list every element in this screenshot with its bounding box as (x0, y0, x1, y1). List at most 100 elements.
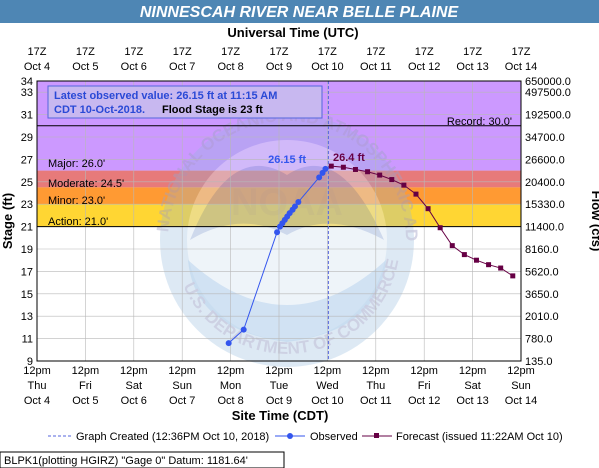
y-tick-label: 13 (21, 311, 33, 323)
top-tick-hour: 17Z (124, 46, 143, 58)
observed-peak-label: 26.15 ft (268, 154, 306, 166)
moderate-label: Moderate: 24.5' (48, 178, 124, 190)
observed-point (322, 165, 329, 172)
y-tick-label: 9 (27, 356, 33, 368)
top-tick-hour: 17Z (318, 46, 337, 58)
y-tick-label: 21 (21, 222, 33, 234)
legend-forecast-label: Forecast (issued 11:22AM Oct 10) (396, 431, 563, 443)
footer-box (0, 451, 285, 468)
bottom-tick-day: Thu (366, 380, 385, 392)
info-line-2a: CDT 10-Oct-2018. (54, 104, 145, 116)
legend: Graph Created (12:36PM Oct 10, 2018) Obs… (48, 431, 563, 443)
observed-point (316, 174, 323, 181)
site-axis-title: Site Time (CDT) (232, 408, 329, 423)
forecast-point (425, 206, 431, 212)
y2-tick-label: 15330.0 (525, 199, 565, 211)
bottom-tick-date: Oct 8 (217, 395, 243, 407)
legend-created-label: Graph Created (12:36PM Oct 10, 2018) (76, 431, 269, 443)
bottom-tick-day: Mon (220, 380, 241, 392)
bottom-tick-day: Fri (79, 380, 92, 392)
y2-tick-label: 8160.0 (525, 244, 559, 256)
forecast-point (449, 243, 455, 249)
top-tick-hour: 17Z (76, 46, 95, 58)
noaa-logo-outer (160, 113, 414, 367)
flood-stage-labels: Record: 30.0' Major: 26.0' Moderate: 24.… (48, 116, 512, 228)
top-tick-hour: 17Z (463, 46, 482, 58)
y-tick-label: 31 (21, 110, 33, 122)
noaa-logo-inner (187, 140, 387, 340)
top-tick-date: Oct 7 (169, 61, 195, 73)
bottom-tick-time: 12pm (217, 365, 245, 377)
bottom-tick-day: Wed (316, 380, 338, 392)
y-left-axis-title: Stage (ft) (0, 193, 15, 249)
y2-tick-label: 5620.0 (525, 266, 559, 278)
forecast-point (401, 182, 407, 188)
noaa-logo-bird (190, 165, 384, 240)
bottom-tick-date: Oct 9 (266, 395, 292, 407)
legend-forecast-marker (374, 433, 379, 438)
bottom-tick-date: Oct 13 (456, 395, 488, 407)
y2-tick-label: 11400.0 (525, 222, 564, 234)
bottom-tick-day: Sat (464, 380, 481, 392)
y-tick-label: 33 (21, 87, 33, 99)
bottom-tick-day: Sun (172, 380, 192, 392)
forecast-point (365, 169, 371, 175)
y2-tick-label: 20400.0 (525, 177, 565, 189)
bottom-tick-date: Oct 4 (24, 395, 50, 407)
legend-observed-marker (287, 433, 293, 439)
y-tick-label: 15 (21, 289, 33, 301)
forecast-point (389, 177, 395, 183)
action-label: Action: 21.0' (48, 216, 108, 228)
top-tick-hour: 17Z (221, 46, 240, 58)
forecast-point (473, 257, 479, 263)
top-tick-hour: 17Z (512, 46, 531, 58)
bottom-tick-time: 12pm (23, 365, 51, 377)
observed-point (291, 203, 298, 210)
series-layer (225, 163, 516, 347)
y-right-axis-title: Flow (cfs) (589, 191, 599, 252)
forecast-point (328, 163, 334, 169)
y-tick-label: 25 (21, 177, 33, 189)
bottom-tick-date: Oct 14 (505, 395, 537, 407)
forecast-point (461, 252, 467, 258)
y2-tick-label: 34700.0 (525, 132, 565, 144)
observed-point (295, 198, 302, 205)
legend-observed-label: Observed (310, 431, 358, 443)
bottom-tick-time: 12pm (314, 365, 342, 377)
bottom-tick-date: Oct 7 (169, 395, 195, 407)
bottom-tick-time: 12pm (362, 365, 390, 377)
y-tick-label: 23 (21, 199, 33, 211)
plot-frame (36, 80, 522, 362)
top-tick-date: Oct 10 (311, 61, 343, 73)
forecast-point (340, 164, 346, 170)
top-tick-date: Oct 12 (408, 61, 440, 73)
top-tick-hour: 17Z (28, 46, 47, 58)
top-tick-date: Oct 13 (456, 61, 488, 73)
bottom-tick-day: Sat (126, 380, 143, 392)
bottom-tick-date: Oct 11 (360, 395, 392, 407)
top-tick-hour: 17Z (366, 46, 385, 58)
top-tick-hour: 17Z (270, 46, 289, 58)
y2-tick-label: 3650.0 (525, 289, 559, 301)
noaa-logo-wave (188, 260, 386, 342)
forecast-peak-label: 26.4 ft (333, 152, 365, 164)
y2-tick-label: 2010.0 (525, 311, 559, 323)
latest-observation-box: Latest observed value: 26.15 ft at 11:15… (47, 85, 323, 119)
forecast-series-line (331, 165, 514, 277)
bottom-tick-time: 12pm (265, 365, 293, 377)
y2-tick-label: 780.0 (525, 334, 553, 346)
y2-tick-label: 135.0 (525, 356, 553, 368)
bottom-tick-day: Thu (28, 380, 47, 392)
info-line-1: Latest observed value: 26.15 ft at 11:15… (54, 90, 277, 102)
bottom-tick-day: Tue (270, 380, 289, 392)
observed-point (225, 340, 232, 347)
top-tick-date: Oct 6 (121, 61, 147, 73)
top-tick-date: Oct 11 (360, 61, 392, 73)
y-tick-label: 34 (21, 76, 33, 88)
forecast-point (498, 265, 504, 271)
observed-point (240, 326, 247, 333)
forecast-point (377, 172, 383, 178)
forecast-point (510, 273, 516, 279)
bottom-tick-time: 12pm (410, 365, 438, 377)
